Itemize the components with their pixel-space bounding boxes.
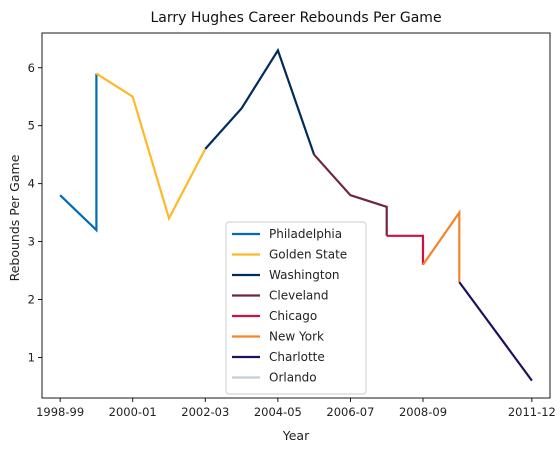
x-tick-label-4: 2006-07 [326, 405, 374, 419]
series-line-cleveland [313, 153, 388, 236]
x-tick-label-1: 2000-01 [109, 405, 157, 419]
legend-label-orlando: Orlando [269, 371, 317, 385]
legend-label-new-york: New York [269, 330, 324, 344]
y-tick-label-2: 3 [28, 235, 35, 249]
plot-area: 1998-99 2000-01 2002-03 2004-05 2006-07 2008-… [28, 32, 556, 419]
series-line-chicago [386, 234, 425, 265]
x-tick-label-5: 2008-09 [399, 405, 447, 419]
chart-title: Larry Hughes Career Rebounds Per Game [150, 10, 441, 26]
y-axis-label: Rebounds Per Game [7, 154, 22, 281]
series-line-washington [204, 47, 316, 156]
y-tick-label-3: 4 [28, 177, 35, 191]
x-tick-label-2: 2002-03 [181, 405, 229, 419]
y-tick-label-0: 1 [28, 350, 35, 364]
x-tick-label-6: 2011-12 [508, 405, 556, 419]
legend-label-cleveland: Cleveland [269, 289, 329, 303]
plot-frame [41, 32, 551, 399]
legend-label-washington: Washington [269, 268, 340, 282]
legend-label-chicago: Chicago [269, 309, 317, 323]
y-tick-label-4: 5 [28, 119, 35, 133]
y-tick-label-1: 2 [28, 293, 35, 307]
x-tick-label-3: 2004-05 [254, 405, 302, 419]
series-line-charlotte [458, 281, 533, 382]
legend: Philadelphia Golden State Washington Clevel… [225, 221, 367, 395]
legend-box [225, 221, 367, 395]
series-line-new-york [422, 209, 461, 283]
x-tick-label-0: 1998-99 [36, 405, 84, 419]
legend-label-charlotte: Charlotte [269, 350, 325, 364]
legend-label-golden-state: Golden State [269, 248, 347, 262]
series-line-golden-state [95, 72, 207, 222]
x-axis-label: Year [282, 428, 310, 443]
y-tick-label-5: 6 [28, 61, 35, 75]
series-line-philadelphia [59, 73, 98, 233]
legend-label-philadelphia: Philadelphia [269, 227, 342, 241]
